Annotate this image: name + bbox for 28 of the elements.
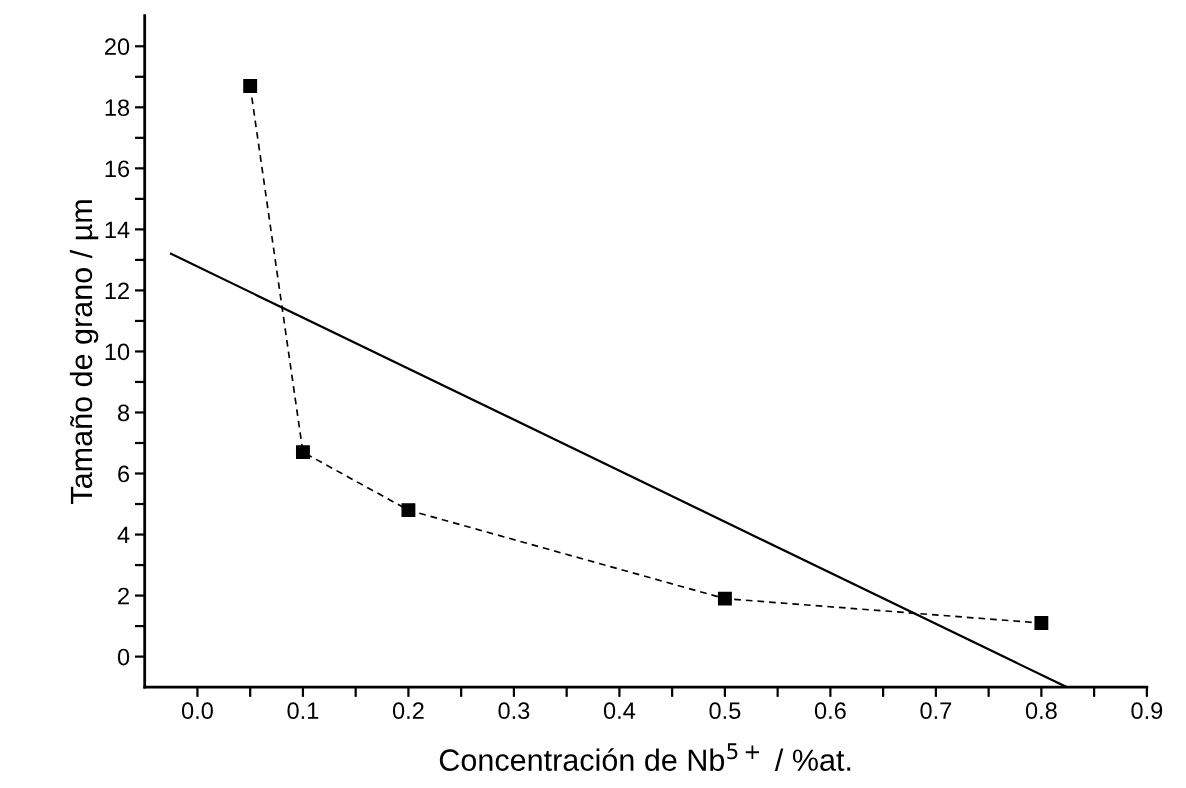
point [1034, 616, 1049, 630]
x-tick-label: 0.9 [1131, 702, 1163, 720]
y-tick-label: 12 [105, 282, 129, 299]
x-tick-label: 0.2 [392, 702, 424, 720]
point [243, 79, 258, 93]
y-tick-label: 10 [105, 343, 130, 361]
point [401, 503, 416, 518]
x-tick-label: 0.8 [1025, 702, 1057, 720]
point [717, 591, 732, 606]
y-tick-label: 6 [118, 465, 130, 483]
y-tick-label: 18 [105, 99, 130, 117]
y-tick-label: 4 [117, 526, 130, 544]
y-tick-label: 8 [118, 404, 130, 422]
y-tick-label: 16 [105, 160, 130, 178]
x-tick-label: 0.1 [287, 702, 319, 720]
x-axis-title: Concentración de Nb$^{5+}$ / %at. [439, 743, 851, 771]
y-tick-label: 2 [118, 587, 129, 605]
y-tick-label: 0 [117, 648, 130, 666]
x-tick-label: 0.7 [920, 702, 952, 720]
y-tick-label: 14 [105, 221, 130, 238]
x-tick-label: 0.4 [603, 702, 636, 720]
point [295, 445, 310, 460]
x-tick-label: 0.3 [498, 702, 530, 720]
x-tick-label: 0.6 [814, 702, 846, 720]
x-tick-label: 0.5 [709, 702, 741, 720]
y-axis-title: Tamaño de grano / µm [69, 200, 99, 504]
y-tick-label: 20 [105, 38, 130, 56]
x-tick-label: 0.0 [181, 702, 213, 720]
